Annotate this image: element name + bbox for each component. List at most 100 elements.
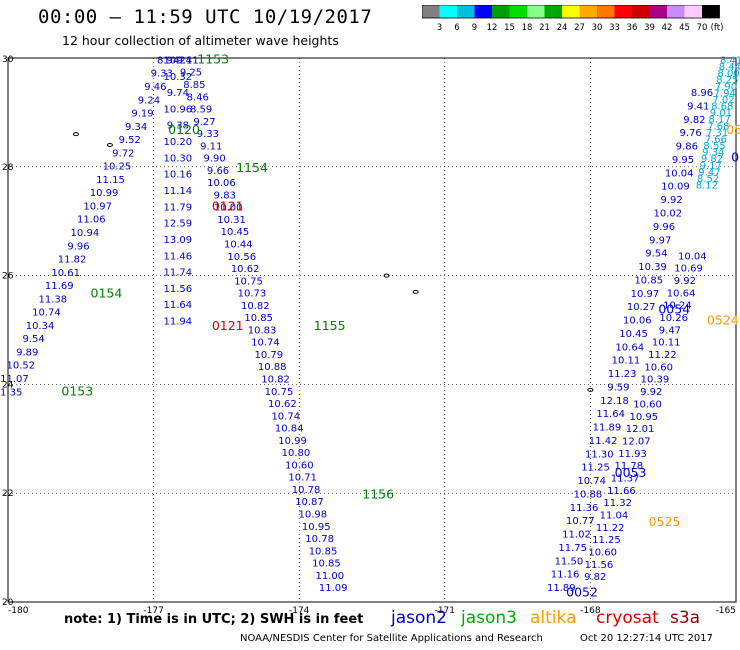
- swh-value-label: 12.01: [626, 424, 655, 435]
- swh-value-label: 10.74: [577, 476, 606, 487]
- swh-value-label: 11.02: [562, 530, 591, 541]
- x-tick-label: -180: [8, 606, 29, 616]
- pass-time-label: 0052: [566, 585, 598, 600]
- colorbar-swatch: [684, 5, 702, 18]
- page-subtitle: 12 hour collection of altimeter wave hei…: [62, 33, 339, 48]
- swh-value-label: 11.04: [600, 511, 629, 522]
- swh-value-label: 10.78: [305, 534, 334, 545]
- swh-value-label: 10.11: [652, 338, 681, 349]
- swh-value-label: 10.82: [241, 301, 270, 312]
- swh-value-label: 8.25: [716, 75, 738, 86]
- swh-value-label: 9.11: [176, 55, 198, 66]
- colorbar-swatch: [579, 5, 597, 18]
- legend-jason3: jason3: [461, 608, 517, 628]
- footer-note: note: 1) Time is in UTC; 2) SWH is in fe…: [64, 612, 364, 627]
- swh-value-label: 9.01: [710, 108, 732, 119]
- colorbar-swatch: [614, 5, 632, 18]
- swh-value-label: 10.31: [217, 215, 246, 226]
- swh-value-label: 9.41: [687, 101, 709, 112]
- swh-value-label: 9.92: [674, 276, 696, 287]
- swh-value-label: 10.80: [282, 448, 311, 459]
- swh-value-label: 10.02: [653, 208, 682, 219]
- swh-value-label: 9.19: [131, 109, 153, 120]
- swh-value-label: 13.09: [164, 235, 193, 246]
- swh-value-label: 10.98: [299, 509, 328, 520]
- swh-value-label: 10.83: [248, 325, 277, 336]
- colorbar-swatch: [439, 5, 457, 18]
- swh-value-label: 9.72: [112, 148, 134, 159]
- pass-time-label: 1154: [236, 160, 268, 175]
- swh-value-label: 10.32: [164, 72, 193, 83]
- swh-value-label: 10.79: [255, 350, 284, 361]
- swh-value-label: 10.11: [612, 356, 641, 367]
- swh-value-label: 10.62: [231, 264, 260, 275]
- pass-time-label: 005: [731, 149, 740, 164]
- colorbar-swatch: [474, 5, 492, 18]
- swh-value-label: 10.06: [207, 178, 236, 189]
- swh-value-label: 11.35: [0, 387, 22, 398]
- swh-value-label: 11.37: [611, 473, 640, 484]
- swh-value-label: 11.25: [592, 535, 621, 546]
- colorbar-swatch: [667, 5, 685, 18]
- swh-value-label: 9.34: [125, 122, 147, 133]
- swh-value-label: 8.46: [187, 92, 209, 103]
- colorbar-swatch: [562, 5, 580, 18]
- swh-value-label: 10.04: [678, 251, 707, 262]
- colorbar-swatch: [649, 5, 667, 18]
- swh-value-label: 8.55: [703, 141, 725, 152]
- swh-value-label: 10.74: [251, 338, 280, 349]
- pass-time-label: 0524: [707, 313, 739, 328]
- swh-value-label: 9.33: [197, 129, 219, 140]
- swh-value-label: 11.16: [551, 570, 580, 581]
- swh-value-label: 9.66: [207, 166, 229, 177]
- swh-value-label: 10.88: [574, 489, 603, 500]
- swh-value-label: 10.62: [268, 399, 297, 410]
- swh-value-label: 10.74: [271, 411, 300, 422]
- colorbar-label: 24: [557, 23, 568, 33]
- swh-value-label: 10.87: [295, 497, 324, 508]
- swh-value-label: 10.97: [631, 289, 660, 300]
- pass-time-label: 0054: [658, 302, 690, 317]
- colorbar-label: 30: [592, 23, 603, 33]
- pass-time-label: 1156: [362, 487, 394, 502]
- swh-value-label: 9.52: [119, 135, 141, 146]
- pass-time-label: 0121: [212, 198, 244, 213]
- y-tick-label: 24: [2, 380, 14, 390]
- swh-value-label: 11.14: [164, 186, 193, 197]
- swh-value-label: 10.20: [164, 137, 193, 148]
- swh-value-label: 9.47: [659, 325, 681, 336]
- swh-value-label: 9.34: [702, 148, 724, 159]
- swh-value-label: 10.25: [103, 162, 132, 173]
- swh-value-label: 10.84: [275, 424, 304, 435]
- swh-value-label: 11.79: [164, 202, 193, 213]
- x-tick-label: -165: [716, 606, 736, 616]
- swh-value-label: 11.09: [319, 583, 348, 594]
- swh-value-label: 11.38: [39, 294, 68, 305]
- x-tick-label: -177: [143, 606, 163, 616]
- swh-value-label: 10.73: [238, 289, 267, 300]
- swh-value-label: 10.85: [634, 275, 663, 286]
- pass-time-label: 0153: [61, 383, 93, 398]
- colorbar-swatch: [632, 5, 650, 18]
- swh-value-label: 10.97: [83, 201, 112, 212]
- swh-value-label: 11.46: [164, 251, 193, 262]
- legend-cryosat: cryosat: [596, 608, 659, 628]
- x-tick-label: -168: [580, 606, 601, 616]
- swh-value-label: 10.95: [302, 522, 331, 533]
- swh-value-label: 10.52: [6, 361, 35, 372]
- swh-value-label: 10.45: [221, 227, 250, 238]
- swh-value-label: 10.77: [566, 516, 595, 527]
- swh-value-label: 10.96: [164, 104, 193, 115]
- swh-value-label: 11.74: [164, 268, 193, 279]
- swh-value-label: 10.60: [285, 460, 314, 471]
- island-outline: [72, 132, 79, 137]
- swh-value-label: 10.60: [588, 548, 617, 559]
- page-title: 00:00 – 11:59 UTC 10/19/2017: [38, 6, 373, 28]
- colorbar-swatch: [509, 5, 527, 18]
- swh-value-label: 8.52: [697, 174, 719, 185]
- credit-text: NOAA/NESDIS Center for Satellite Applica…: [240, 633, 543, 644]
- swh-value-label: 8.96: [691, 88, 713, 99]
- swh-value-label: 11.06: [77, 215, 106, 226]
- swh-value-label: 9.17: [700, 161, 722, 172]
